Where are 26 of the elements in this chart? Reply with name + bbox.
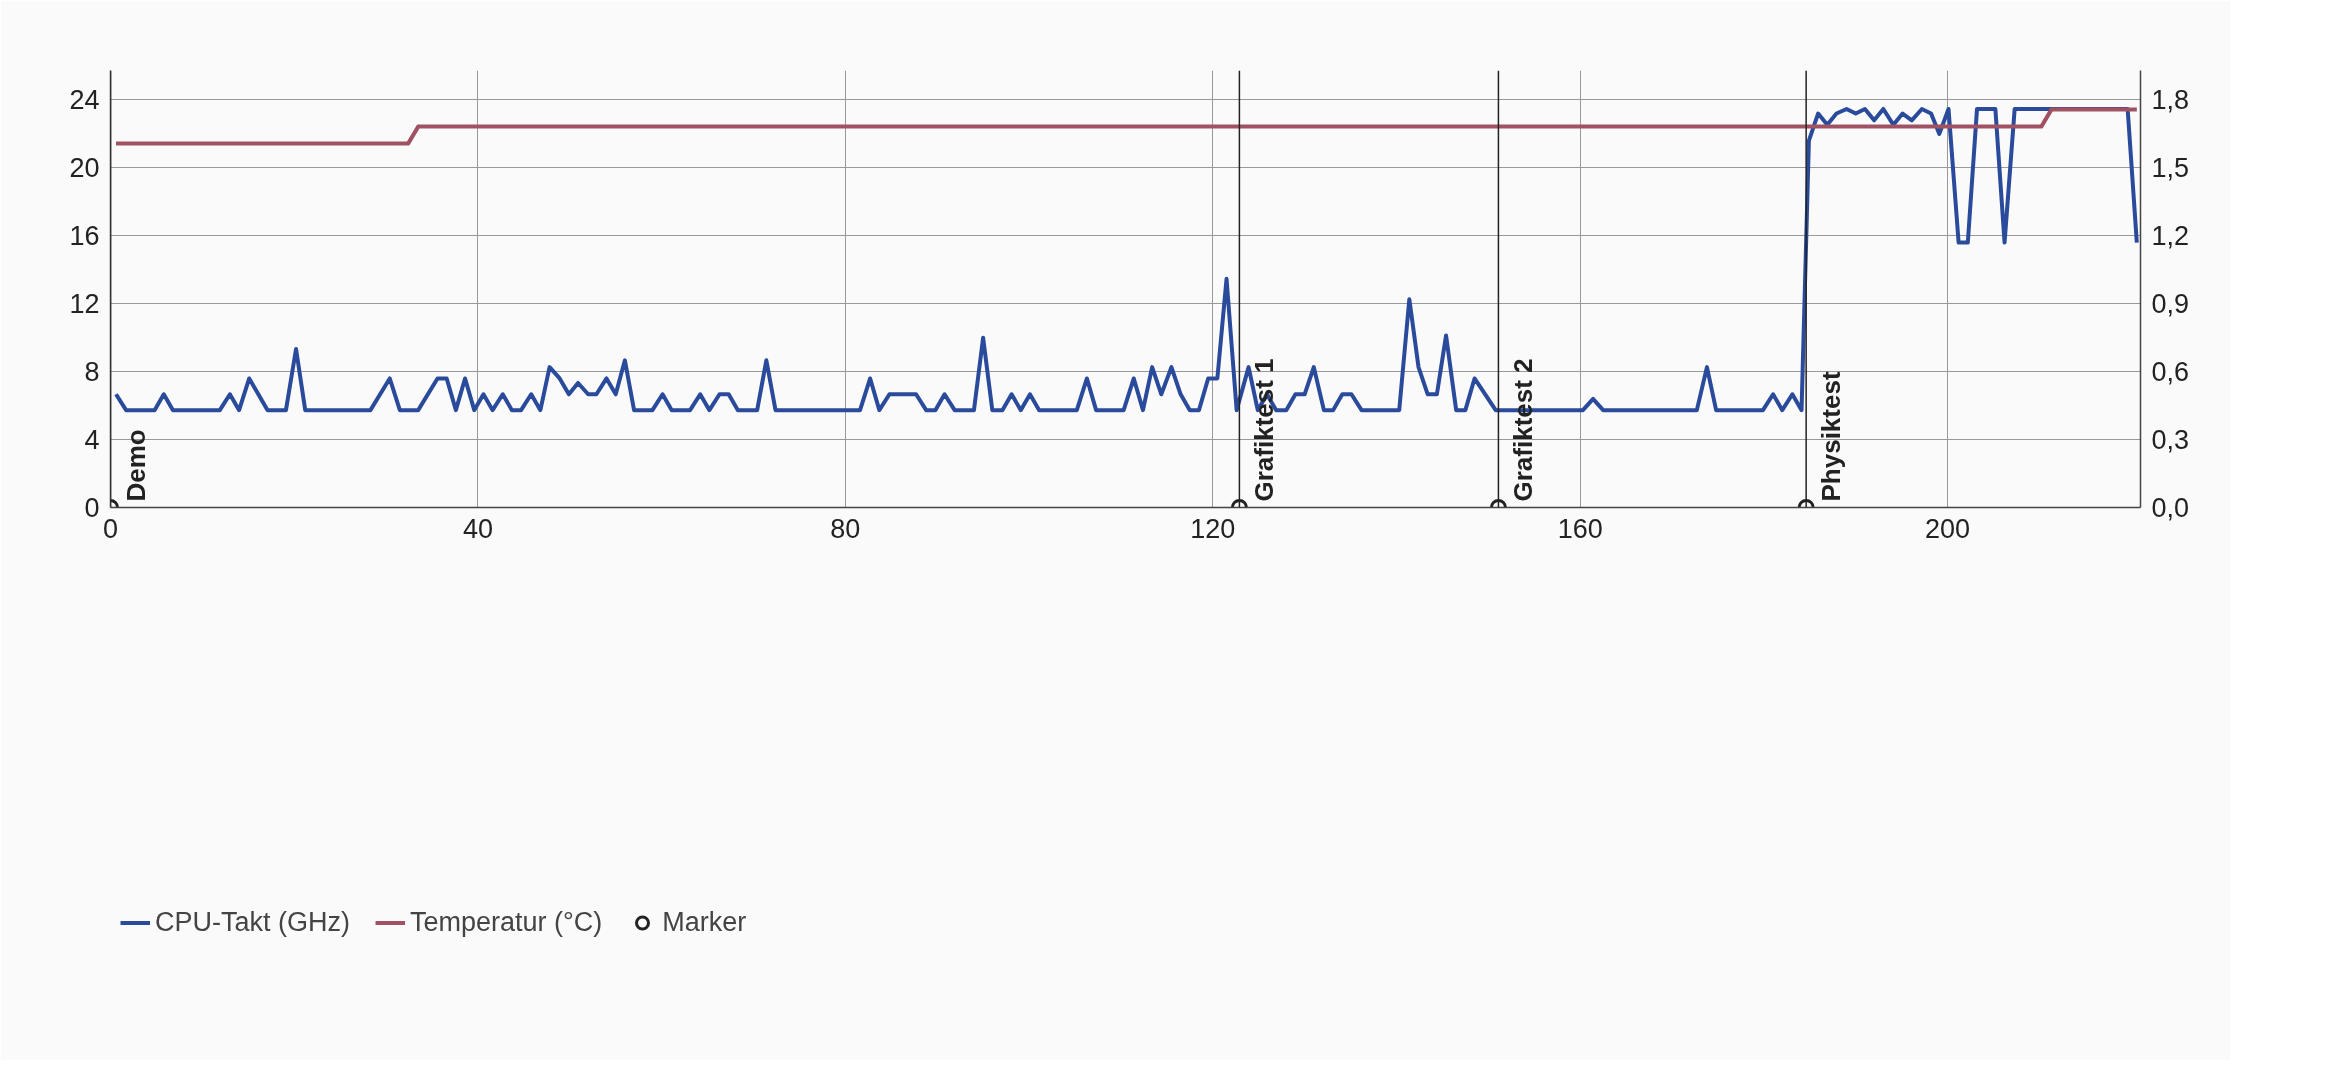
y-tick-label: 20 xyxy=(69,152,100,183)
x-tick-label: 80 xyxy=(830,513,861,544)
y2-tick-label: 0,6 xyxy=(2151,357,2190,388)
y-tick-label: 4 xyxy=(84,424,100,455)
legend-label: CPU-Takt (GHz) xyxy=(155,906,350,938)
y-tick-label: 0 xyxy=(84,493,100,523)
y2-tick-label: 1,8 xyxy=(2151,85,2190,116)
legend-label: Marker xyxy=(662,906,747,938)
x-tick-label: 160 xyxy=(1557,513,1603,544)
y2-tick-label: 1,5 xyxy=(2151,153,2190,184)
y-tick-label: 24 xyxy=(69,84,100,115)
legend-label: Temperatur (°C) xyxy=(410,906,603,938)
y2-tick-label: 1,2 xyxy=(2151,221,2190,252)
y2-tick-label: 0,9 xyxy=(2151,289,2190,320)
ref-line-label: Grafiktest 2 xyxy=(1508,358,1539,502)
y2-tick-label: 0,0 xyxy=(2151,493,2190,523)
y-tick-label: 12 xyxy=(69,288,100,319)
x-tick-label: 200 xyxy=(1925,513,1971,544)
ref-line-label: Physiktest xyxy=(1816,371,1847,502)
y-tick-label: 16 xyxy=(69,220,100,251)
ref-line-label: Grafiktest 1 xyxy=(1249,358,1280,502)
x-tick-label: 120 xyxy=(1190,513,1236,544)
y2-tick-label: 0,3 xyxy=(2151,425,2190,456)
x-tick-label: 40 xyxy=(462,513,493,544)
ref-line-label: Demo xyxy=(120,429,151,502)
y-tick-label: 8 xyxy=(84,356,100,387)
